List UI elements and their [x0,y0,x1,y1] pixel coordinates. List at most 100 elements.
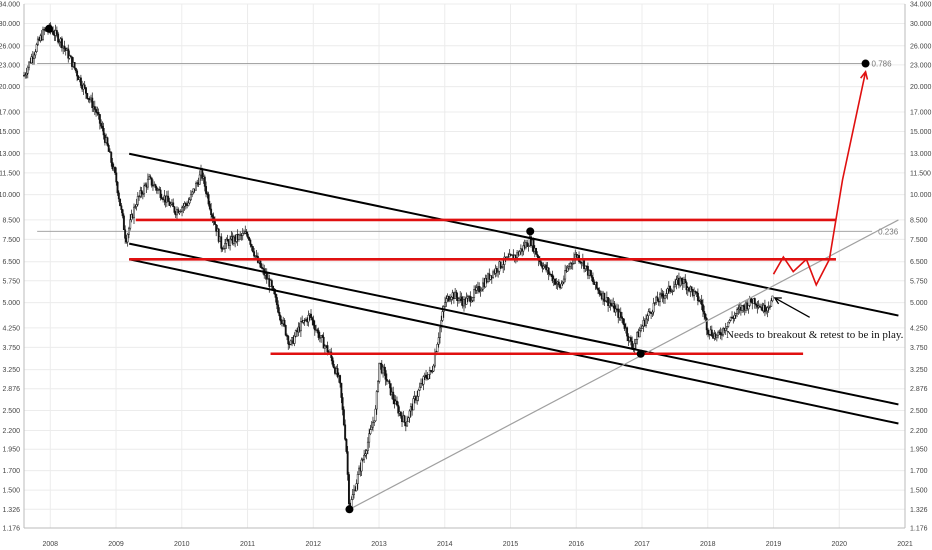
candle-body [469,295,472,303]
candle-body [265,273,268,280]
candle-body [479,290,482,292]
candle-body [661,293,664,297]
candle-body [416,396,419,401]
candle-body [102,127,105,136]
candle-body [97,112,100,115]
y-tick-label-left: 1.500 [2,488,20,495]
candle-body [195,183,197,191]
candle-body [437,337,440,345]
candle-body [478,286,481,292]
candle-body [392,391,395,400]
candle-body [363,455,366,460]
candle-body [245,231,248,235]
x-tick-label: 2015 [503,541,519,548]
candle-body [634,339,637,344]
candle-body [407,417,410,422]
candle-body [727,321,730,327]
candles [23,22,774,512]
candle-body [129,219,132,229]
fib-lines: 0.786 0.236 [37,60,899,236]
candle-body [579,261,582,263]
candle-body [356,474,359,484]
candle-body [664,295,666,299]
candle-body [396,400,398,406]
candle-body [134,206,137,208]
candle-body [599,293,602,295]
candle-body [73,62,76,69]
candle-body [665,293,668,296]
candle-body [771,295,774,301]
candle-body [379,362,382,365]
candle-body [425,374,428,378]
candle-body [734,313,737,316]
candle-body [106,137,109,146]
pivot-point [345,505,354,514]
y-tick-label-right: 26.000 [910,43,932,50]
candle-body [203,176,206,187]
candle-body [471,297,474,301]
candle-body [507,256,510,258]
candle-body [259,260,262,268]
x-tick-label: 2020 [831,541,847,548]
candle-body [633,343,636,349]
candle-body [609,302,612,305]
y-tick-label-left: 5.750 [2,278,20,285]
candle-body [127,227,130,235]
candle-body [503,256,506,265]
candle-body [340,382,343,398]
candle-body [758,305,761,308]
candle-body [366,441,369,451]
candle-body [465,297,468,305]
y-tick-label-left: 13.000 [0,151,20,158]
candle-body [659,293,661,302]
candle-body [91,97,94,109]
candle-body [360,459,363,472]
y-tick-label-right: 3.250 [910,367,928,374]
candle-body [460,296,463,301]
candle-body [299,321,302,332]
candle-body [60,38,63,49]
candle-body [365,450,368,455]
candle-body [384,370,387,380]
candle-body [619,311,622,318]
x-tick-label: 2009 [108,541,124,548]
candle-body [684,279,687,283]
candle-body [417,389,420,397]
candle-body [208,203,211,210]
y-tick-label-right: 8.500 [910,217,928,224]
candle-body [470,300,473,303]
candle-body [508,254,511,258]
candle-body [121,209,124,217]
y-tick-label-right: 1.950 [910,447,928,454]
candle-body [622,318,625,325]
y-tick-label-left: 2.500 [2,408,20,415]
candle-body [753,298,756,305]
candle-body [747,305,750,310]
candle-body [215,224,218,232]
candle-body [109,151,111,153]
candle-body [286,334,288,337]
candle-body [283,319,286,326]
candle-body [173,206,176,213]
candle-body [250,244,253,247]
candle-body [111,162,114,170]
candle-body [372,422,374,428]
candle-body [499,261,502,269]
candle-body [690,286,693,290]
annotation-text: Needs to breakout & retest to be in play… [726,329,904,341]
candle-body [571,263,574,265]
candle-body [590,275,593,278]
candle-body [433,354,436,367]
candle-body [671,290,674,293]
candle-body [719,332,722,336]
candle-body [189,194,192,201]
candle-body [278,312,281,317]
candle-body [700,299,703,305]
pivot-point [861,59,870,68]
candle-body [770,300,773,307]
candle-body [110,152,113,163]
candle-body [626,327,629,337]
y-tick-label-right: 2.500 [910,408,928,415]
candle-body [406,421,409,427]
candle-body [141,193,144,195]
